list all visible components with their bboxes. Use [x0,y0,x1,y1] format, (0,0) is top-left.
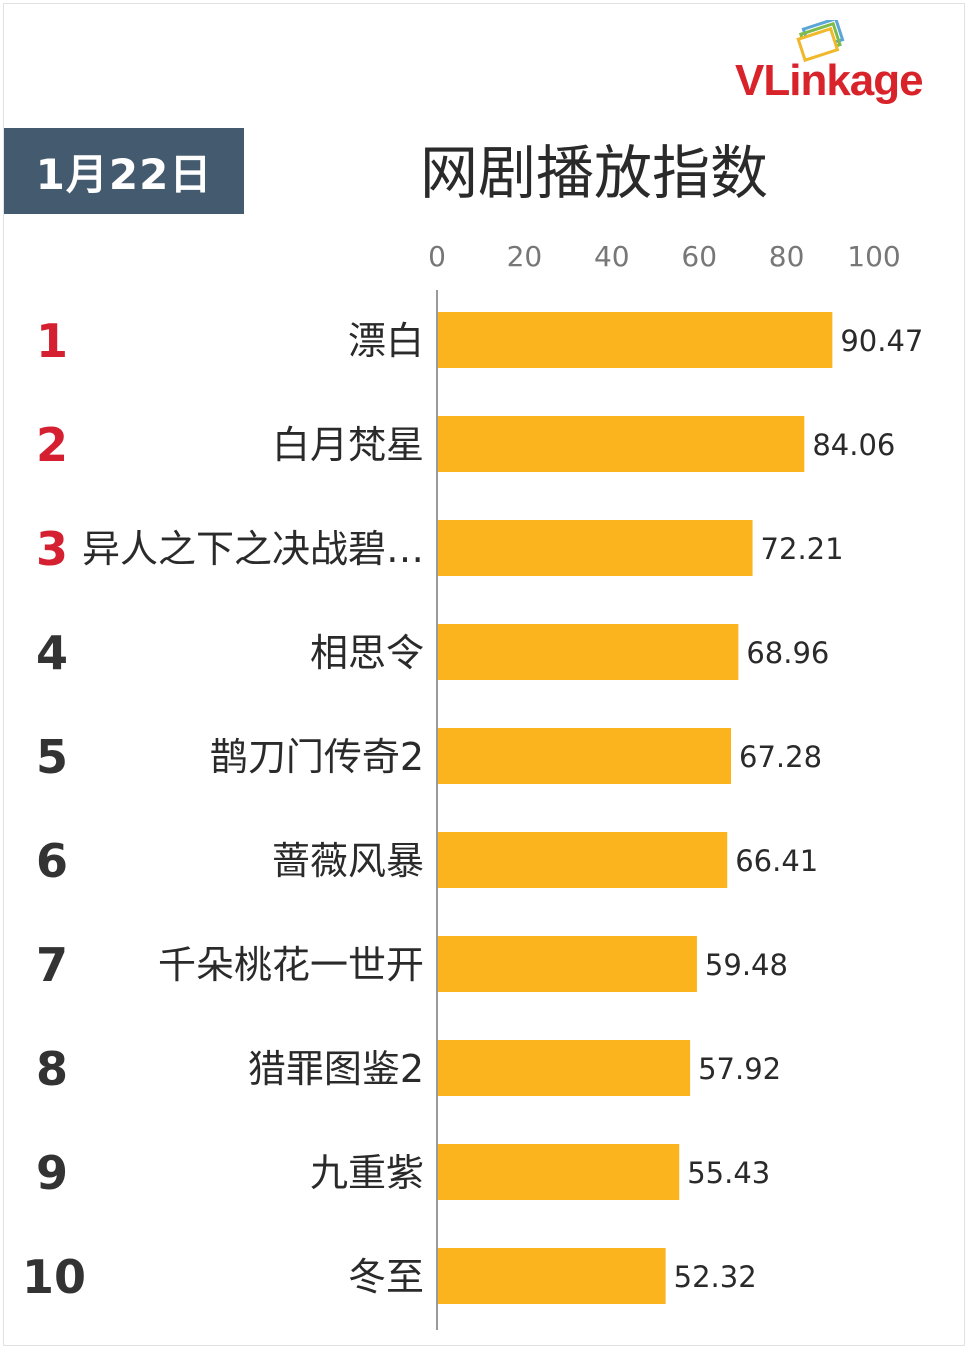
rank-number: 9 [36,1146,68,1200]
value-label: 55.43 [687,1156,770,1190]
bar [438,520,753,576]
value-label: 66.41 [735,844,818,878]
value-label: 84.06 [812,428,895,462]
category-label: 蔷薇风暴 [272,839,424,883]
category-label: 白月梵星 [272,423,424,467]
bar [438,624,739,680]
value-label: 68.96 [746,636,829,670]
bar [438,728,732,784]
category-label: 漂白 [348,319,424,363]
category-label: 鹊刀门传奇2 [210,735,424,779]
logo-prefix: VL [735,56,790,105]
x-tick-label: 40 [594,240,630,273]
rank-number: 1 [36,314,68,368]
value-label: 90.47 [840,324,923,358]
bar [438,416,805,472]
bar [438,832,728,888]
x-tick-label: 100 [847,240,900,273]
logo-suffix: inkage [789,56,923,105]
bar [438,1040,691,1096]
rank-number: 2 [36,418,68,472]
x-tick-label: 80 [769,240,805,273]
category-label: 异人之下之决战碧… [82,527,424,571]
category-label: 冬至 [348,1255,424,1299]
rank-number: 10 [22,1250,86,1304]
category-label: 九重紫 [310,1151,424,1195]
x-tick-label: 0 [428,240,446,273]
rank-number: 7 [36,938,68,992]
rank-number: 6 [36,834,68,888]
value-label: 72.21 [761,532,844,566]
rank-number: 5 [36,730,68,784]
rank-number: 3 [36,522,68,576]
value-label: 67.28 [739,740,822,774]
bar [438,1248,666,1304]
x-tick-label: 60 [681,240,717,273]
chart-title: 网剧播放指数 [420,139,769,207]
chart-frame [3,3,965,1346]
logo-wordmark: VLinkage [735,56,924,106]
value-label: 57.92 [698,1052,781,1086]
category-label: 猎罪图鉴2 [248,1047,424,1091]
vlinkage-logo: VLinkage [735,20,960,110]
date-badge: 1月22日 [4,128,244,214]
value-label: 52.32 [674,1260,757,1294]
rank-number: 4 [36,626,68,680]
value-label: 59.48 [705,948,788,982]
bar [438,1144,680,1200]
x-tick-label: 20 [507,240,543,273]
stacked-cards-icon [796,20,845,63]
bar [438,312,833,368]
category-label: 相思令 [310,631,424,675]
bar [438,936,697,992]
rank-number: 8 [36,1042,68,1096]
category-label: 千朵桃花一世开 [158,943,424,987]
